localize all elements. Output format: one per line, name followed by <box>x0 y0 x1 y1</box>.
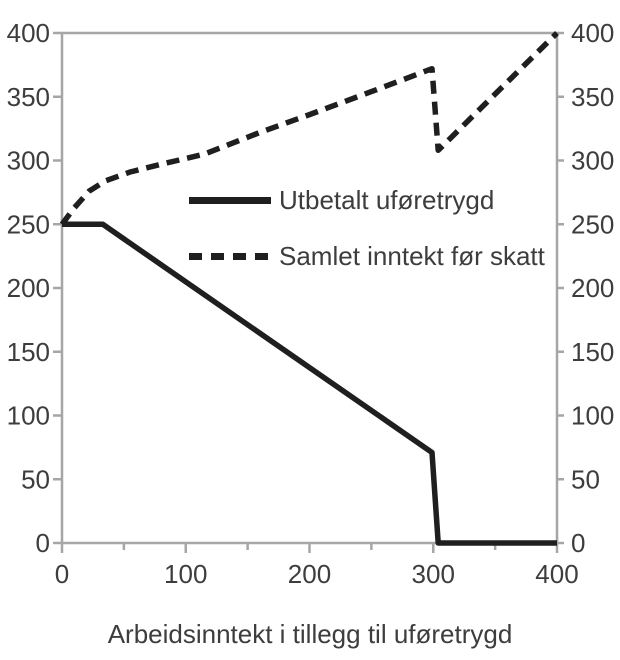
y-tick-label-left: 50 <box>21 464 50 494</box>
series-line-dashed <box>59 31 559 226</box>
x-axis: 0 100 200 300 400 <box>55 543 579 589</box>
x-tick-label: 0 <box>55 559 69 589</box>
y-tick-label-right: 300 <box>571 146 614 176</box>
x-tick-label: 200 <box>288 559 331 589</box>
y-tick-label-right: 200 <box>571 273 614 303</box>
legend-label-utbetalt: Utbetalt uføretrygd <box>279 185 495 215</box>
y-tick-label-left: 400 <box>7 18 50 48</box>
y-tick-label-left: 250 <box>7 209 50 239</box>
y-tick-label-left: 150 <box>7 337 50 367</box>
y-tick-label-left: 300 <box>7 146 50 176</box>
x-tick-label: 100 <box>164 559 207 589</box>
y-tick-label-left: 350 <box>7 82 50 112</box>
x-axis-title: Arbeidsinntekt i tillegg til uføretrygd <box>108 619 513 649</box>
legend-swatch-dashed-line <box>189 253 271 260</box>
y-tick-label-right: 50 <box>571 464 600 494</box>
y-tick-label-right: 100 <box>571 401 614 431</box>
y-tick-label-left: 0 <box>36 528 50 558</box>
y-tick-label-right: 250 <box>571 209 614 239</box>
legend-swatch-solid-line <box>189 197 271 204</box>
y-tick-label-left: 200 <box>7 273 50 303</box>
legend-item-samlet: Samlet inntekt før skatt <box>188 241 545 271</box>
legend: Utbetalt uføretrygd Samlet inntekt før s… <box>188 185 545 271</box>
y-tick-label-right: 150 <box>571 337 614 367</box>
y-axis-left: 0 50 100 150 200 250 300 350 400 <box>7 18 62 558</box>
y-tick-label-left: 100 <box>7 401 50 431</box>
series-lines <box>59 31 559 546</box>
x-tick-label: 400 <box>535 559 578 589</box>
x-tick-label: 300 <box>412 559 455 589</box>
y-tick-label-right: 350 <box>571 82 614 112</box>
legend-item-utbetalt: Utbetalt uføretrygd <box>188 185 545 215</box>
y-tick-label-right: 400 <box>571 18 614 48</box>
y-tick-label-right: 0 <box>571 528 585 558</box>
legend-label-samlet: Samlet inntekt før skatt <box>279 241 545 271</box>
series-line-solid <box>62 221 557 546</box>
y-axis-right: 0 50 100 150 200 250 300 350 400 <box>557 18 614 558</box>
